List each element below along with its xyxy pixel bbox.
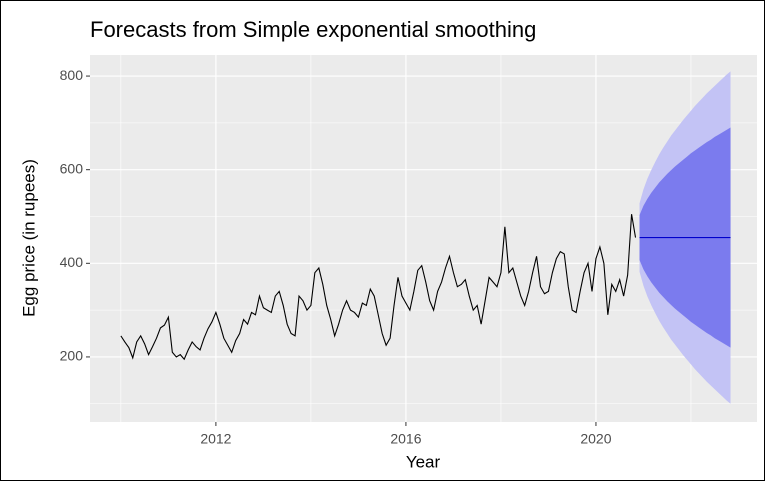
y-tick-label: 200 [60, 348, 84, 364]
x-tick-label: 2016 [390, 431, 421, 447]
history-line [120, 214, 637, 361]
x-tick-label: 2012 [200, 431, 231, 447]
y-tick-label: 600 [60, 160, 84, 176]
x-axis-label: Year [406, 452, 441, 471]
y-tick-label: 800 [60, 67, 84, 83]
y-tick-label: 400 [60, 254, 84, 270]
chart-title: Forecasts from Simple exponential smooth… [90, 17, 536, 42]
y-axis-label: Egg price (in rupees) [19, 159, 38, 317]
x-tick-label: 2020 [580, 431, 611, 447]
